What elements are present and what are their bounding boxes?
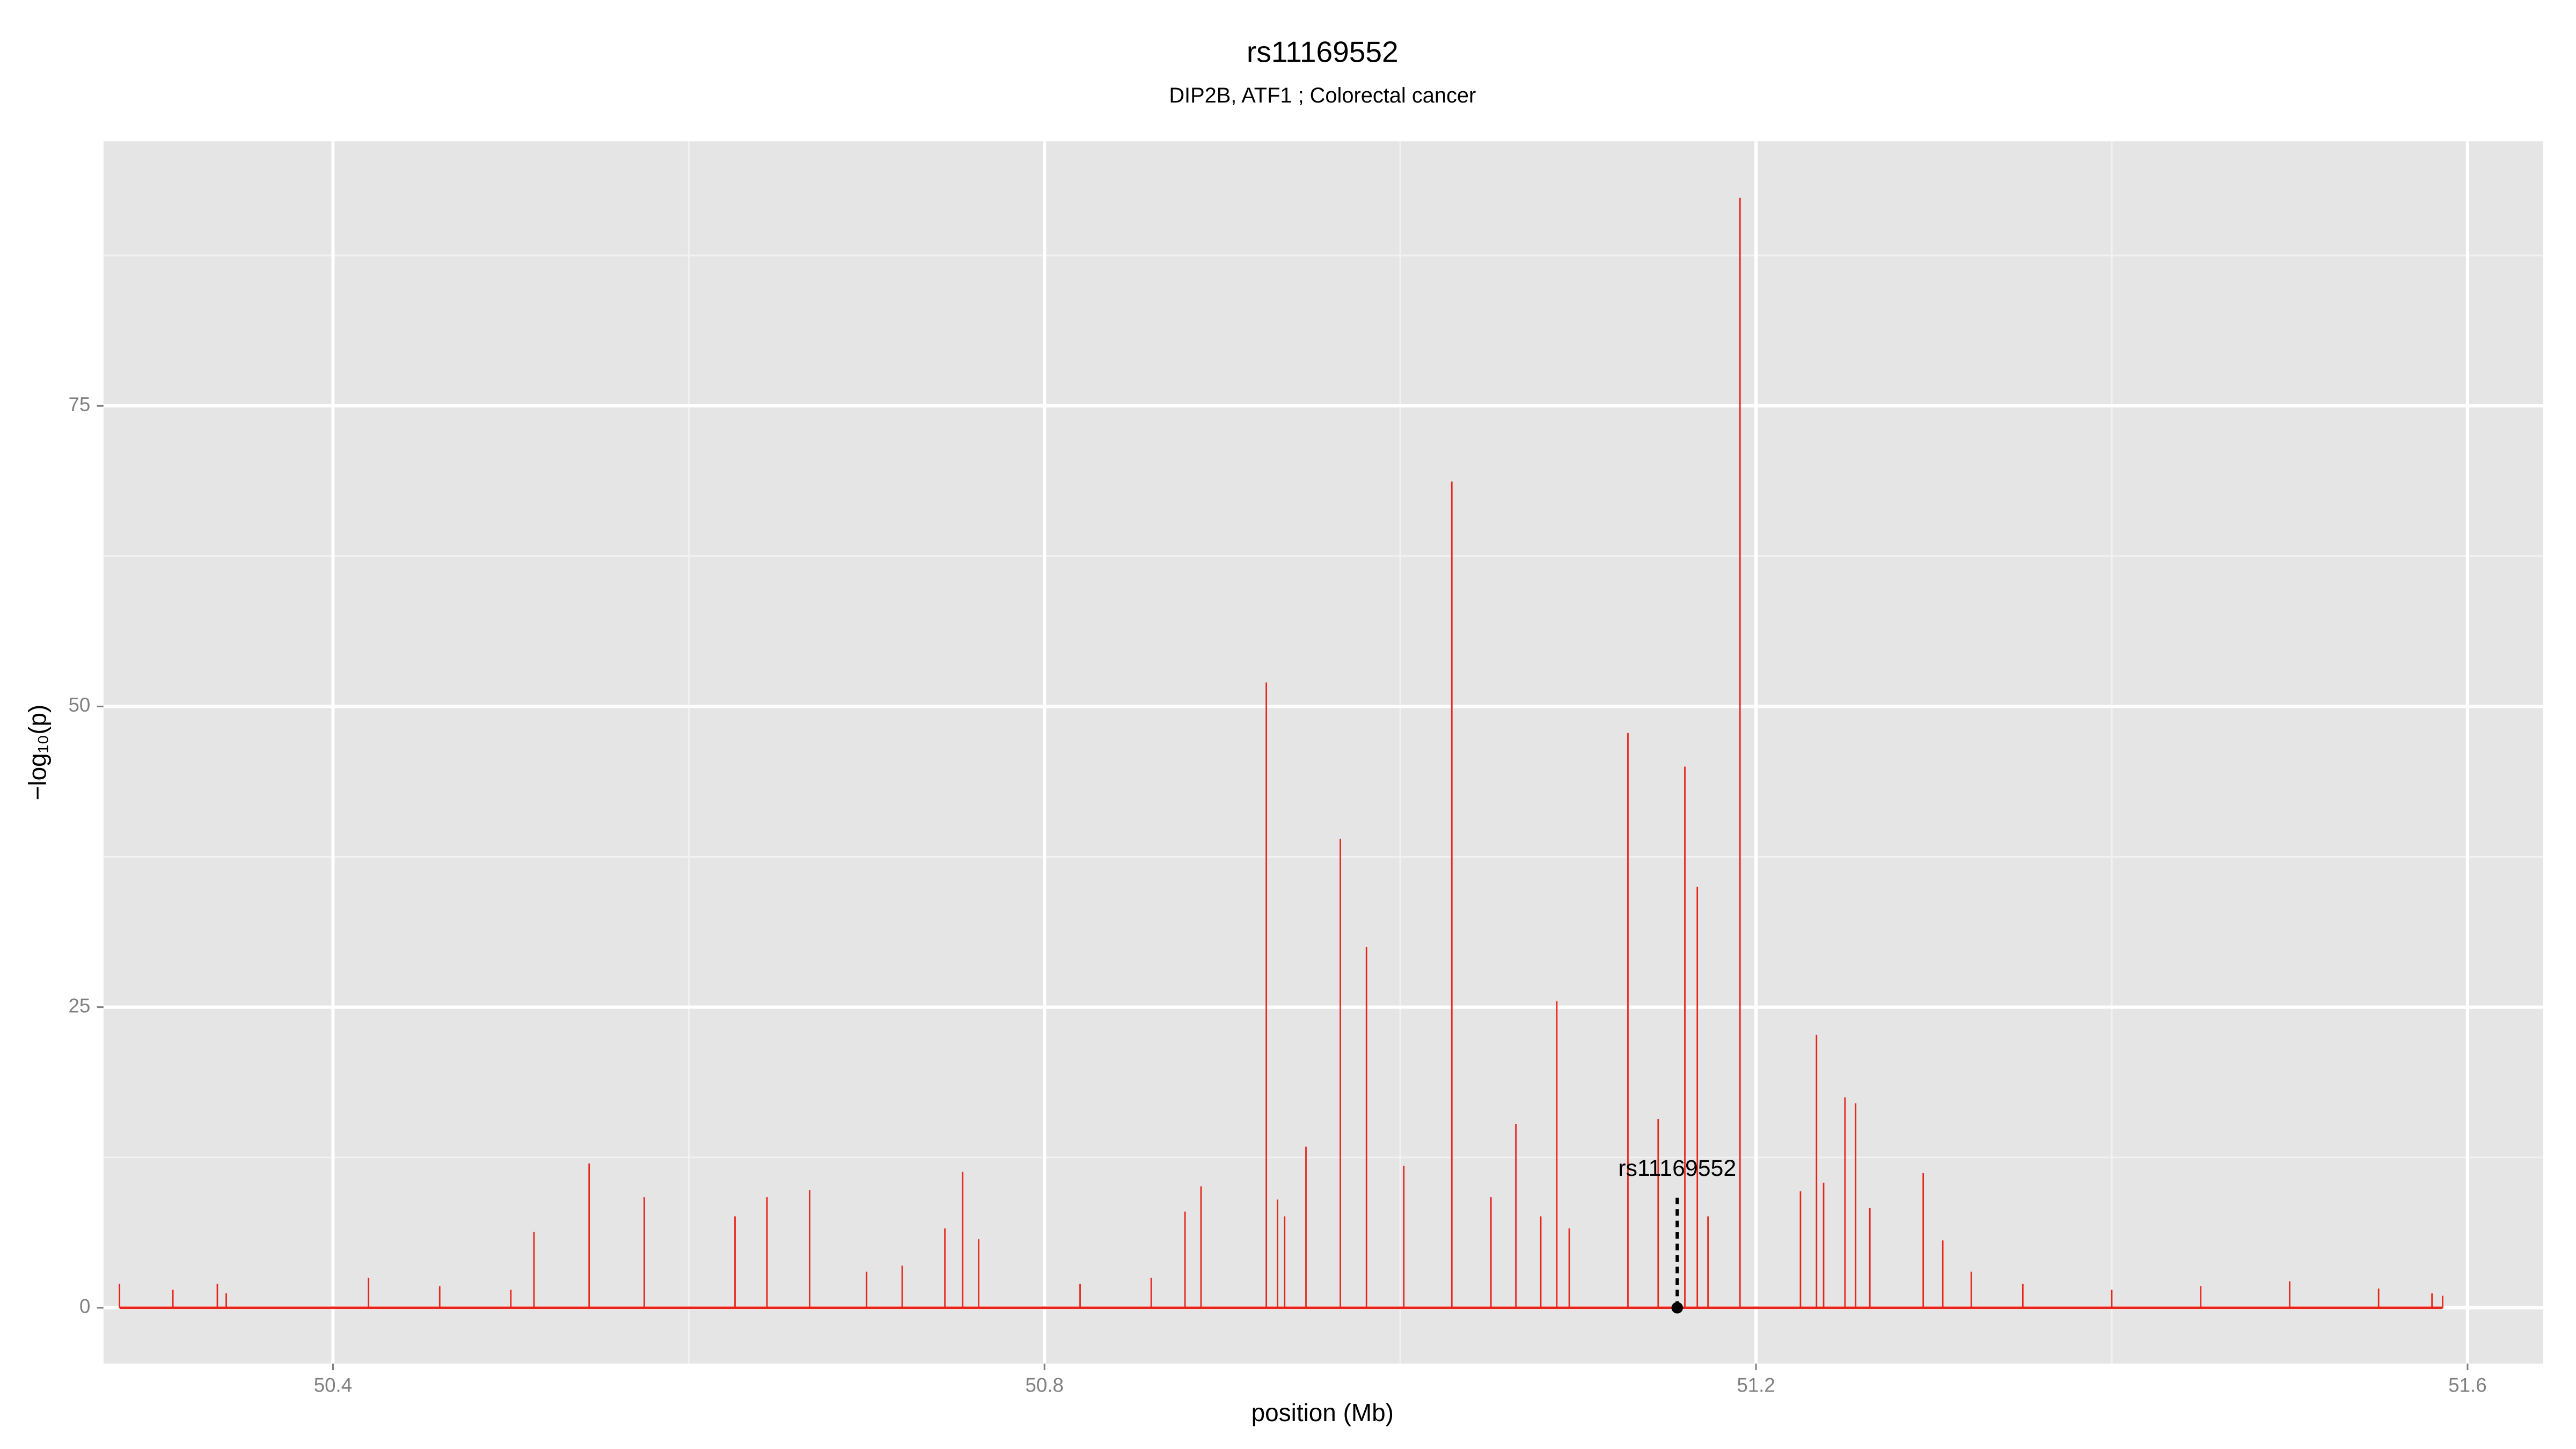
y-tick-label: 50 xyxy=(69,694,91,716)
y-axis-label: −log₁₀(p) xyxy=(24,705,52,801)
chart-subtitle: DIP2B, ATF1 ; Colorectal cancer xyxy=(1169,84,1476,107)
y-tick-label: 75 xyxy=(69,393,91,415)
x-tick-label: 51.6 xyxy=(2448,1374,2486,1396)
annotation-point xyxy=(1671,1302,1683,1314)
plot-panel xyxy=(103,141,2543,1364)
x-tick-label: 50.4 xyxy=(314,1374,352,1396)
x-tick-label: 51.2 xyxy=(1737,1374,1775,1396)
annotation-label: rs11169552 xyxy=(1618,1155,1736,1181)
y-tick-label: 25 xyxy=(69,994,91,1016)
chart-title: rs11169552 xyxy=(1247,35,1399,69)
y-tick-label: 0 xyxy=(79,1296,90,1318)
x-axis-label: position (Mb) xyxy=(1252,1399,1394,1426)
x-tick-label: 50.8 xyxy=(1026,1374,1064,1396)
